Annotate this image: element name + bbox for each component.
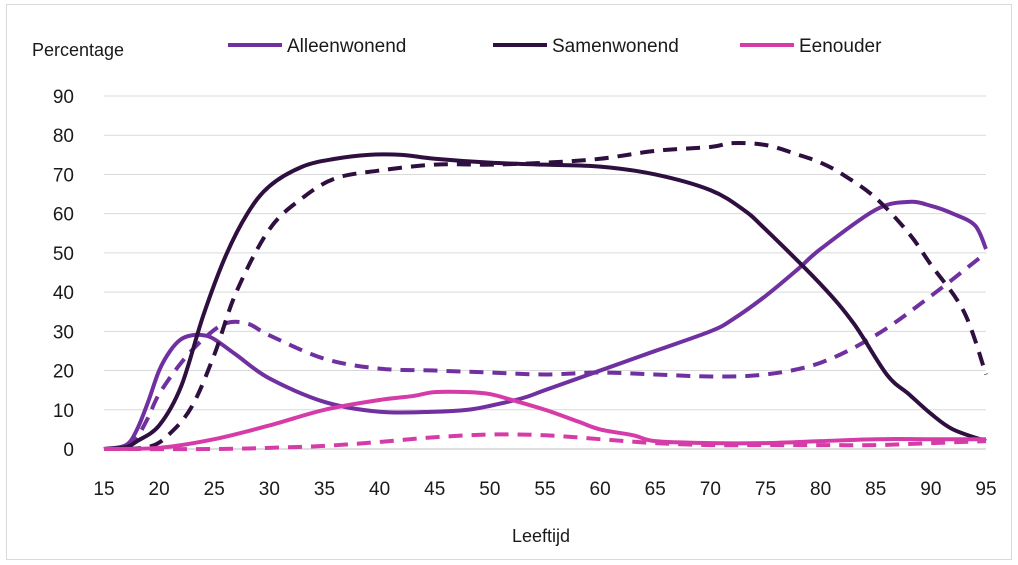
x-tick-label: 55 xyxy=(534,479,555,500)
series-line-alleenwonend-solid xyxy=(103,199,988,451)
legend-label-alleenwonend: Alleenwonend xyxy=(287,36,406,57)
y-axis-ticks: 0 10 20 30 40 50 60 70 80 90 xyxy=(53,87,74,461)
y-tick-label: 70 xyxy=(53,165,74,186)
x-tick-label: 90 xyxy=(920,479,941,500)
x-tick-label: 85 xyxy=(865,479,886,500)
y-tick-label: 40 xyxy=(53,283,74,304)
x-tick-label: 65 xyxy=(645,479,666,500)
x-tick-label: 30 xyxy=(259,479,280,500)
y-tick-label: 60 xyxy=(53,205,74,226)
y-tick-label: 90 xyxy=(53,87,74,108)
x-tick-label: 75 xyxy=(755,479,776,500)
legend-label-eenouder: Eenouder xyxy=(799,36,882,57)
x-tick-label: 35 xyxy=(314,479,335,500)
y-tick-label: 30 xyxy=(53,322,74,343)
x-tick-label: 40 xyxy=(369,479,390,500)
y-tick-label: 80 xyxy=(53,126,74,147)
x-tick-label: 20 xyxy=(149,479,170,500)
x-tick-label: 15 xyxy=(93,479,114,500)
x-tick-label: 45 xyxy=(424,479,445,500)
x-tick-label: 50 xyxy=(479,479,500,500)
series-line-eenouder-dashed xyxy=(103,432,987,452)
y-tick-label: 10 xyxy=(53,401,74,422)
series-line-alleenwonend-dashed xyxy=(103,251,988,451)
series-layer xyxy=(103,140,988,452)
x-tick-label: 80 xyxy=(810,479,831,500)
gridlines xyxy=(104,95,986,450)
y-tick-label: 0 xyxy=(63,440,74,461)
x-tick-label: 95 xyxy=(975,479,996,500)
legend-label-samenwonend: Samenwonend xyxy=(552,36,679,57)
chart-frame xyxy=(6,4,1012,560)
y-tick-label: 50 xyxy=(53,244,74,265)
x-axis-title: Leeftijd xyxy=(512,526,570,546)
legend: Alleenwonend Samenwonend Eenouder xyxy=(228,36,882,57)
series-line-samenwonend-dashed xyxy=(103,140,988,451)
series-line-eenouder-solid xyxy=(103,389,986,451)
series-line-samenwonend-solid xyxy=(103,152,987,451)
x-tick-label: 70 xyxy=(700,479,721,500)
x-tick-label: 60 xyxy=(590,479,611,500)
x-axis-ticks: 15 20 25 30 35 40 45 50 55 60 65 70 75 80 85 90 95 xyxy=(93,479,996,500)
y-axis-title: Percentage xyxy=(32,40,124,60)
x-tick-label: 25 xyxy=(204,479,225,500)
y-tick-label: 20 xyxy=(53,362,74,383)
